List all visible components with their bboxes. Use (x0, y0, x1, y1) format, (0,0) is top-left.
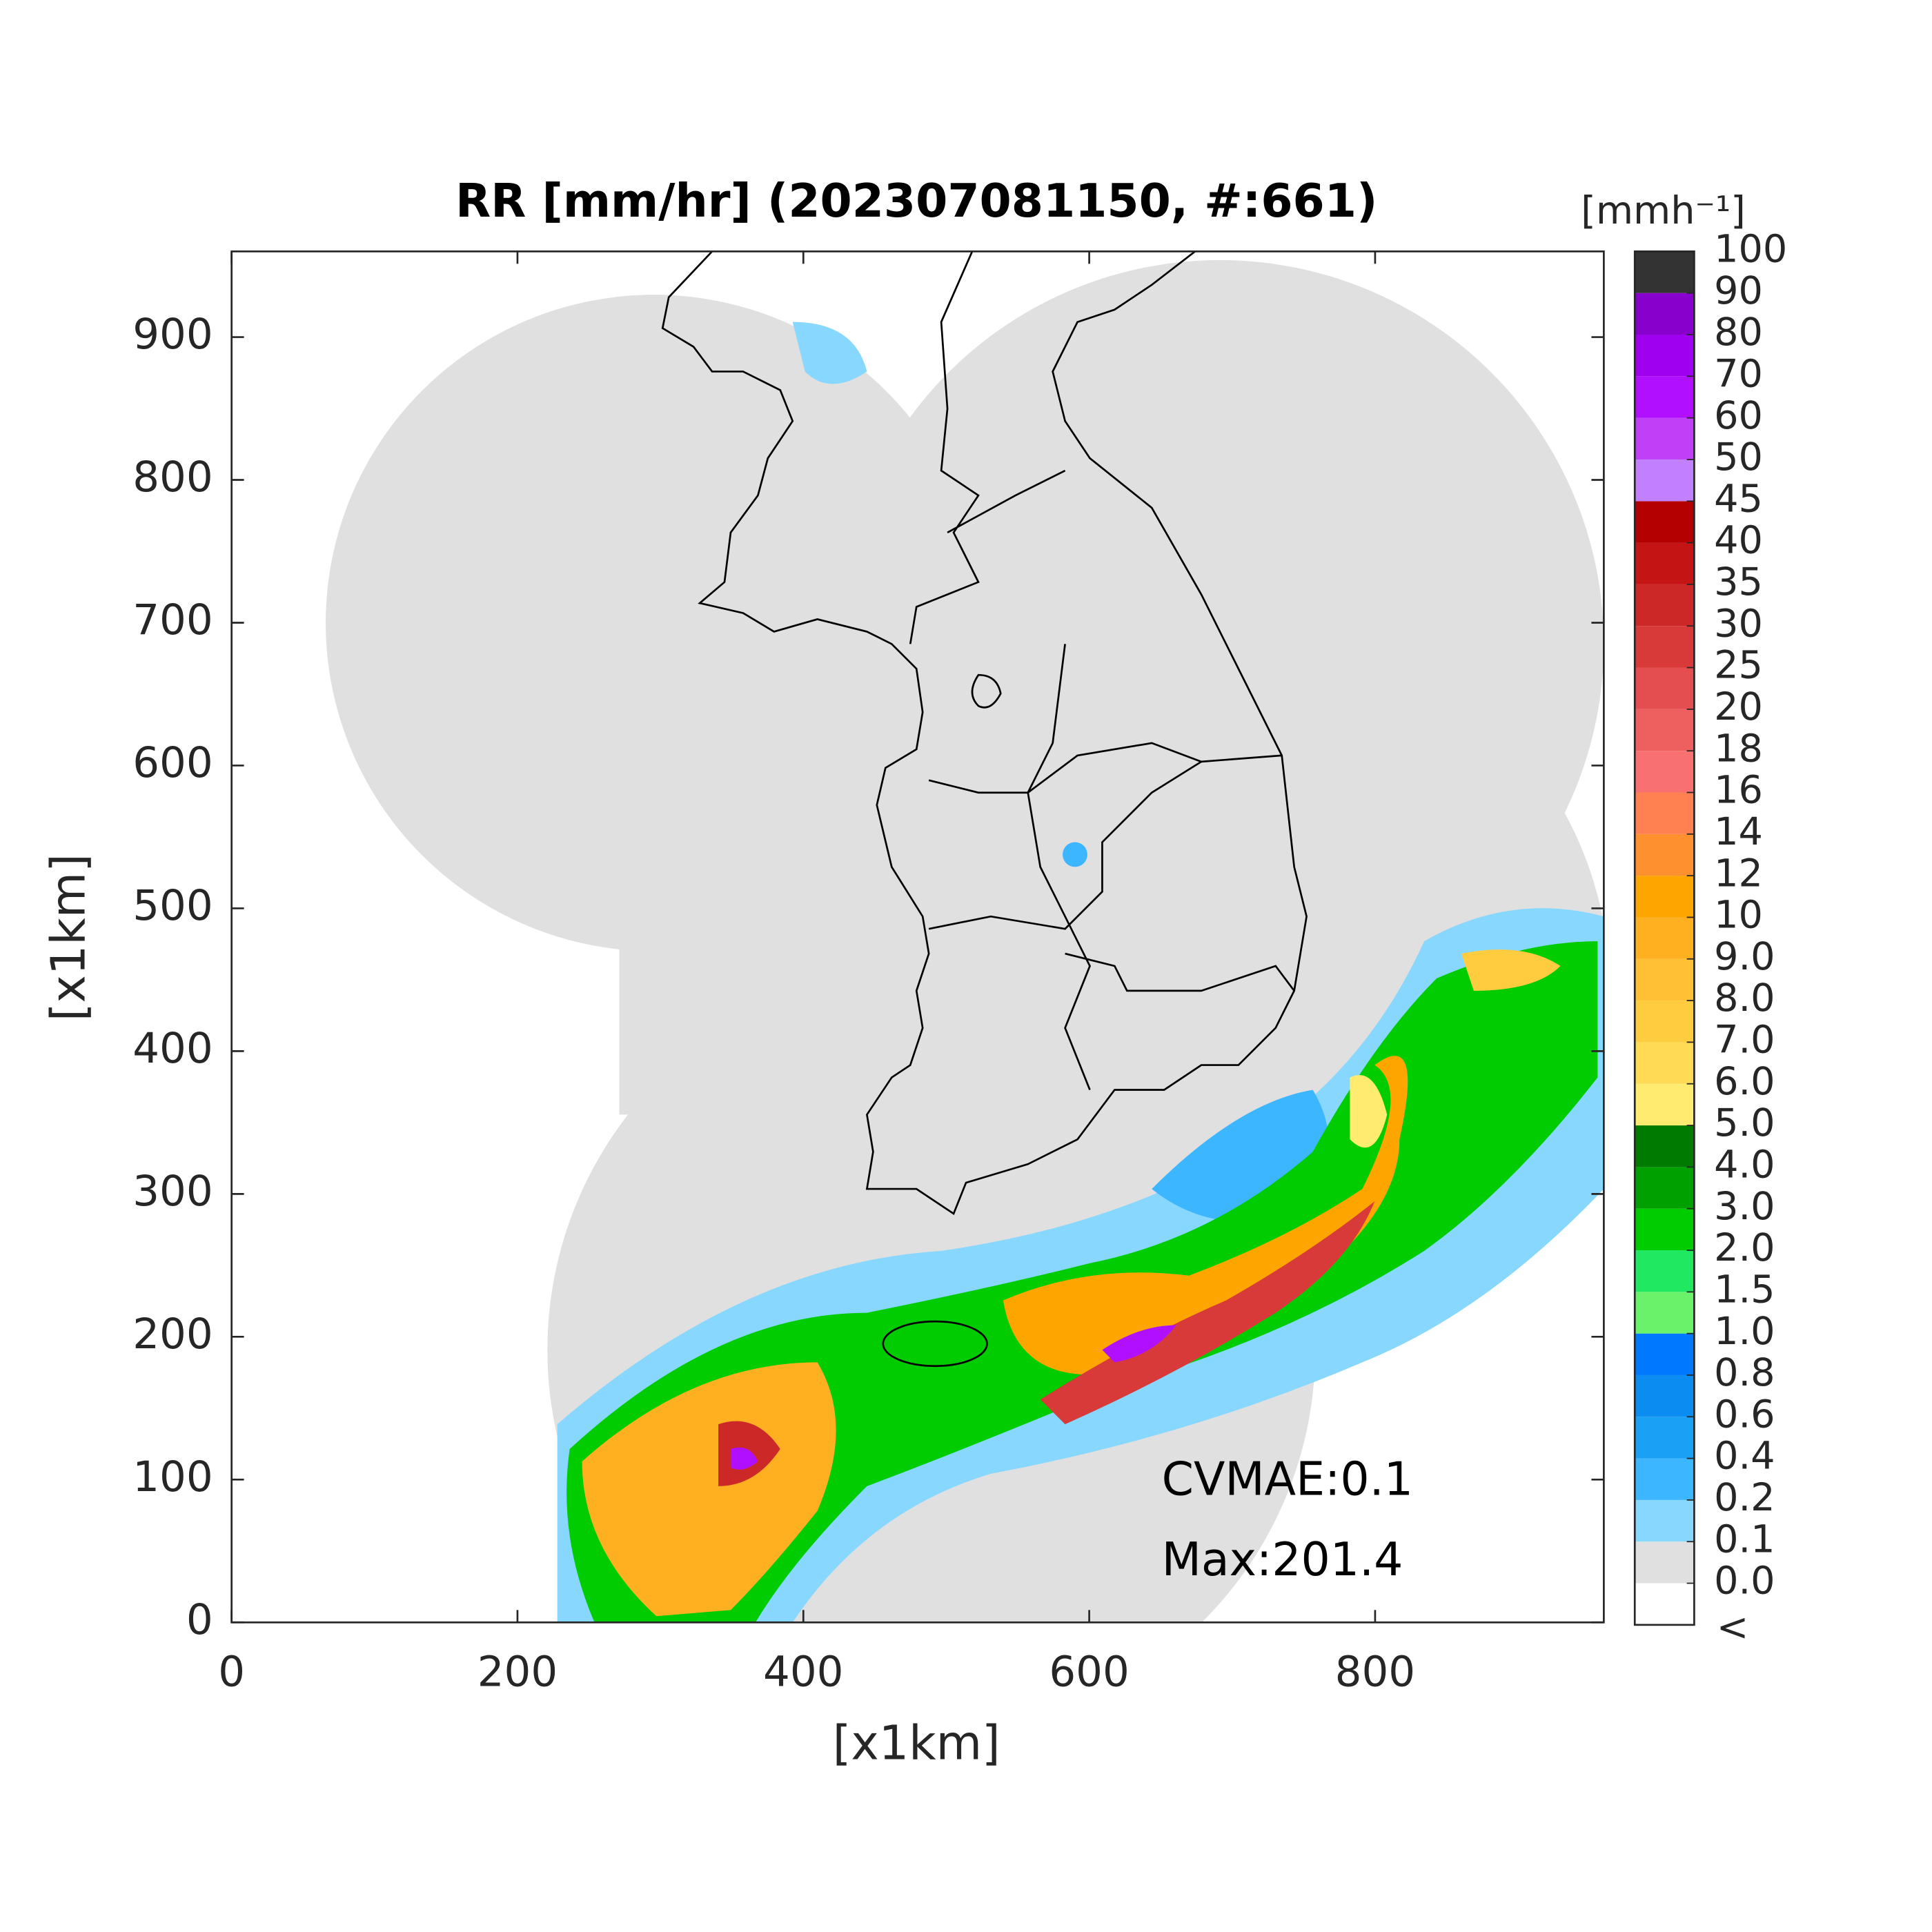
y-tick-label: 100 (132, 1452, 213, 1501)
colorbar-label: 16 (1714, 768, 1763, 813)
colorbar-segment (1635, 751, 1695, 793)
colorbar-segment (1635, 1208, 1695, 1251)
colorbar-label: 60 (1714, 393, 1763, 438)
colorbar-segment (1635, 584, 1695, 627)
colorbar-label: 20 (1714, 684, 1763, 729)
colorbar-label: 50 (1714, 435, 1763, 480)
colorbar-segment (1635, 709, 1695, 751)
colorbar-segment (1635, 417, 1695, 460)
x-tick-label: 0 (218, 1647, 245, 1696)
x-tick-label: 400 (763, 1647, 843, 1696)
colorbar-segment (1635, 626, 1695, 668)
colorbar-label: 80 (1714, 310, 1763, 355)
colorbar-label: 5.0 (1714, 1101, 1775, 1145)
colorbar-label: 1.0 (1714, 1309, 1775, 1354)
colorbar-segment (1635, 1083, 1695, 1126)
colorbar-segment (1635, 542, 1695, 584)
colorbar-segment (1635, 1583, 1695, 1625)
colorbar-segment (1635, 501, 1695, 543)
plot-frame (230, 250, 1605, 1624)
colorbar-label: 18 (1714, 726, 1763, 771)
annotation: Max:201.4 (1162, 1532, 1403, 1586)
colorbar-label: 70 (1714, 351, 1763, 396)
colorbar-label: 2.0 (1714, 1225, 1775, 1270)
colorbar-segment (1635, 1458, 1695, 1500)
colorbar-label: 0.6 (1714, 1392, 1775, 1437)
colorbar-segment (1635, 293, 1695, 335)
colorbar-segment (1635, 917, 1695, 959)
colorbar-frame (1633, 250, 1695, 1626)
y-tick-label: 0 (186, 1595, 213, 1644)
colorbar-label: 35 (1714, 560, 1763, 604)
colorbar-segment (1635, 1499, 1695, 1542)
colorbar-label: 0.8 (1714, 1350, 1775, 1395)
colorbar-segment (1635, 667, 1695, 709)
colorbar-segment (1635, 1417, 1695, 1459)
colorbar-segment (1635, 1374, 1695, 1417)
colorbar-segment (1635, 459, 1695, 502)
x-tick-label: 600 (1049, 1647, 1129, 1696)
colorbar-segment (1635, 876, 1695, 918)
colorbar-label: 30 (1714, 601, 1763, 646)
coastline (661, 251, 1308, 1368)
colorbar-segment (1635, 251, 1695, 293)
y-tick-label: 900 (132, 310, 213, 359)
colorbar-segment (1635, 958, 1695, 1001)
colorbar-label: 4.0 (1714, 1142, 1775, 1187)
y-tick-label: 700 (132, 595, 213, 644)
colorbar-label: 0.0 (1714, 1559, 1775, 1604)
colorbar-segment (1635, 1292, 1695, 1334)
y-axis-label: [x1km] (42, 854, 97, 1021)
colorbar-under-label: < (1717, 1605, 1749, 1650)
colorbar-segment (1635, 792, 1695, 834)
map (231, 251, 1604, 1623)
colorbar-label: 90 (1714, 268, 1763, 313)
colorbar-segment (1635, 834, 1695, 876)
y-tick-label: 600 (132, 738, 213, 787)
colorbar-segment (1635, 1167, 1695, 1209)
colorbar-segment (1635, 1541, 1695, 1584)
colorbar-label: 40 (1714, 518, 1763, 563)
colorbar-segment (1635, 376, 1695, 418)
x-axis-label: [x1km] (833, 1716, 1000, 1771)
colorbar-label: 0.1 (1714, 1517, 1775, 1561)
colorbar-segment (1635, 1125, 1695, 1167)
colorbar-label: 1.5 (1714, 1267, 1775, 1312)
colorbar-label: 0.2 (1714, 1475, 1775, 1520)
colorbar-segment (1635, 1333, 1695, 1375)
colorbar-label: 8.0 (1714, 976, 1775, 1021)
colorbar-segment (1635, 1000, 1695, 1043)
colorbar-segment (1635, 1042, 1695, 1084)
y-tick-label: 200 (132, 1310, 213, 1359)
annotation: CVMAE:0.1 (1162, 1452, 1413, 1506)
colorbar-segment (1635, 334, 1695, 377)
colorbar-label: 14 (1714, 809, 1763, 854)
colorbar-label: 0.4 (1714, 1434, 1775, 1479)
colorbar-label: 9.0 (1714, 934, 1775, 979)
colorbar-label: 3.0 (1714, 1184, 1775, 1229)
colorbar-label: 6.0 (1714, 1059, 1775, 1104)
x-tick-label: 200 (477, 1647, 558, 1696)
y-tick-label: 400 (132, 1024, 213, 1073)
chart-title: RR [mm/hr] (202307081150, #:661) (455, 174, 1377, 228)
colorbar-label: 12 (1714, 851, 1763, 896)
colorbar-label: 10 (1714, 893, 1763, 938)
colorbar-segment (1635, 1250, 1695, 1292)
colorbar-label: 45 (1714, 476, 1763, 521)
y-tick-label: 300 (132, 1167, 213, 1216)
y-tick-label: 500 (132, 881, 213, 930)
x-tick-label: 800 (1335, 1647, 1415, 1696)
colorbar-label: 100 (1714, 226, 1787, 271)
colorbar-unit: [mmh⁻¹] (1581, 188, 1746, 233)
colorbar-label: 25 (1714, 643, 1763, 688)
y-tick-label: 800 (132, 453, 213, 502)
rain-field (557, 322, 1604, 1623)
colorbar-label: 7.0 (1714, 1018, 1775, 1063)
